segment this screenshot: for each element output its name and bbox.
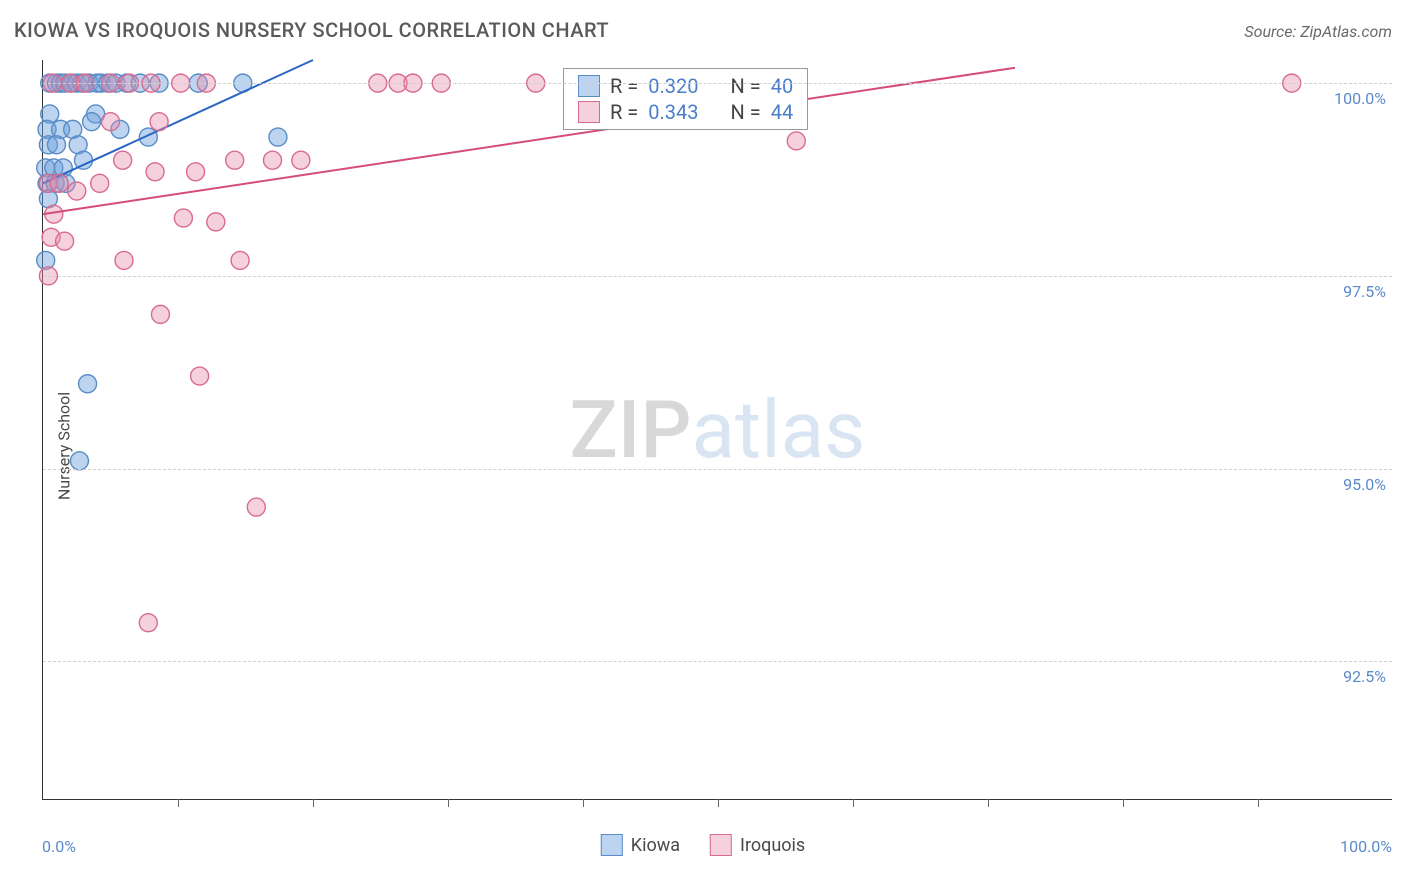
legend-r-value: 0.343 <box>648 100 698 124</box>
x-tick <box>178 799 179 807</box>
legend-bottom-item: Iroquois <box>710 834 805 856</box>
data-point <box>226 151 244 169</box>
data-point <box>75 151 93 169</box>
x-tick <box>718 799 719 807</box>
data-point <box>231 251 249 269</box>
legend-top-row: R = 0.320 N = 40 <box>578 73 793 99</box>
x-tick <box>988 799 989 807</box>
x-tick <box>1258 799 1259 807</box>
data-point <box>292 151 310 169</box>
gridline <box>43 469 1392 470</box>
data-point <box>264 151 282 169</box>
data-point <box>146 163 164 181</box>
legend-top-row: R = 0.343 N = 44 <box>578 99 793 125</box>
data-point <box>269 128 287 146</box>
legend-n-value: 40 <box>771 74 793 98</box>
legend-top: R = 0.320 N = 40 R = 0.343 N = 44 <box>563 68 808 130</box>
y-tick-label: 95.0% <box>1296 475 1386 494</box>
data-point <box>70 452 88 470</box>
gridline <box>43 276 1392 277</box>
data-point <box>91 174 109 192</box>
data-point <box>48 136 66 154</box>
data-point <box>207 213 225 231</box>
legend-bottom-item: Kiowa <box>601 834 680 856</box>
data-point <box>115 251 133 269</box>
gridline <box>43 661 1392 662</box>
x-tick <box>1123 799 1124 807</box>
y-tick-label: 97.5% <box>1296 282 1386 301</box>
x-tick <box>583 799 584 807</box>
source-attribution: Source: ZipAtlas.com <box>1244 22 1392 41</box>
data-point <box>191 367 209 385</box>
legend-bottom: Kiowa Iroquois <box>601 834 805 856</box>
legend-series-name: Kiowa <box>631 835 680 856</box>
legend-swatch <box>601 834 623 856</box>
data-point <box>247 498 265 516</box>
data-point <box>150 113 168 131</box>
legend-r-value: 0.320 <box>648 74 698 98</box>
data-point <box>83 113 101 131</box>
plot-area: ZIPatlas R = 0.320N = 40R = 0.343N = 44 … <box>42 60 1392 800</box>
legend-r-label: R = <box>610 74 638 98</box>
data-point <box>187 163 205 181</box>
y-tick-label: 100.0% <box>1296 89 1386 108</box>
legend-n-label: N = <box>731 74 761 98</box>
x-axis-min-label: 0.0% <box>42 837 76 856</box>
legend-n-label: N = <box>731 100 761 124</box>
legend-r-label: R = <box>610 100 638 124</box>
legend-n-value: 44 <box>771 100 793 124</box>
data-point <box>68 182 86 200</box>
data-point <box>56 232 74 250</box>
data-point <box>151 305 169 323</box>
x-tick <box>448 799 449 807</box>
legend-swatch <box>578 101 600 123</box>
data-point <box>50 174 68 192</box>
chart-svg <box>43 60 1392 799</box>
legend-swatch <box>710 834 732 856</box>
legend-series-name: Iroquois <box>740 835 805 856</box>
chart-title: KIOWA VS IROQUOIS NURSERY SCHOOL CORRELA… <box>14 18 609 42</box>
data-point <box>114 151 132 169</box>
x-axis-max-label: 100.0% <box>1340 837 1392 856</box>
data-point <box>139 614 157 632</box>
x-tick <box>313 799 314 807</box>
gridline <box>43 83 1392 84</box>
data-point <box>787 132 805 150</box>
data-point <box>102 113 120 131</box>
legend-swatch <box>578 75 600 97</box>
y-tick-label: 92.5% <box>1296 667 1386 686</box>
x-tick <box>853 799 854 807</box>
data-point <box>79 375 97 393</box>
data-point <box>174 209 192 227</box>
